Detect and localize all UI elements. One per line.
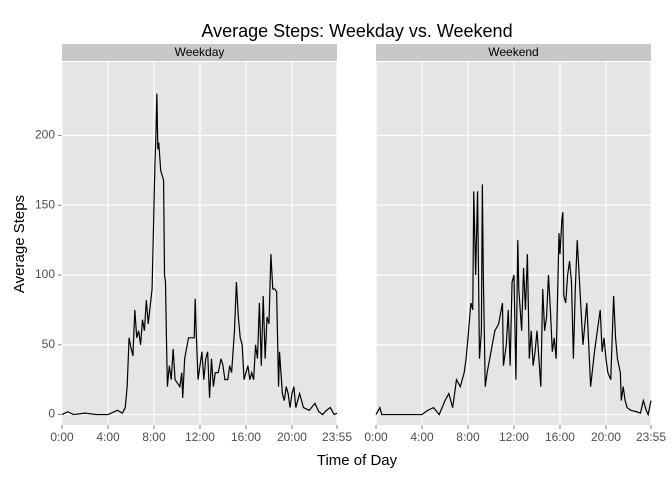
y-tick-label: 100 (35, 267, 55, 281)
y-tick-label: 50 (42, 337, 56, 351)
line (61, 93, 338, 416)
x-tick-label: 4:00 (96, 430, 120, 444)
x-tick-label: 23:55 (322, 430, 352, 444)
x-tick-label: 0:00 (50, 430, 74, 444)
strip (62, 44, 337, 61)
y-tick-label: 150 (35, 197, 55, 211)
chart-title: Average Steps: Weekday vs. Weekend (201, 21, 512, 41)
x-tick-label: 0:00 (364, 430, 388, 444)
y-tick-label: 200 (35, 128, 55, 142)
line (375, 184, 652, 417)
strip-label: Weekend (488, 45, 538, 59)
x-tick-label: 20:00 (591, 430, 621, 444)
x-tick-label: 16:00 (545, 430, 575, 444)
x-tick-label: 8:00 (142, 430, 166, 444)
x-axis-title: Time of Day (317, 452, 398, 469)
strip-label: Weekday (175, 45, 225, 59)
x-tick-label: 4:00 (410, 430, 434, 444)
y-axis-title: Average Steps (11, 195, 28, 293)
x-tick-label: 16:00 (231, 430, 261, 444)
strip (376, 44, 651, 61)
x-tick-label: 20:00 (277, 430, 307, 444)
x-tick-label: 8:00 (456, 430, 480, 444)
x-tick-label: 12:00 (185, 430, 215, 444)
x-tick-label: 12:00 (499, 430, 529, 444)
x-tick-label: 23:55 (636, 430, 666, 444)
y-tick-label: 0 (48, 407, 55, 421)
